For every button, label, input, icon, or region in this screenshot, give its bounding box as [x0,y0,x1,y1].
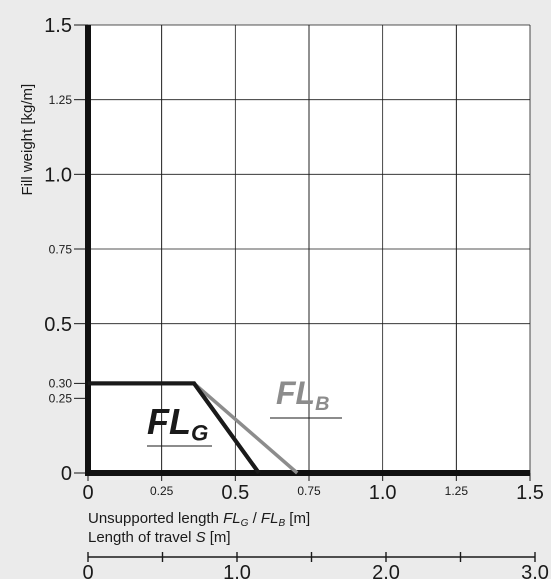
y-tick-label: 1.25 [49,93,73,107]
x-tick-label: 1.5 [516,482,544,504]
y-tick-label: 1.0 [44,165,72,187]
series-label-flg: FLG [147,401,208,445]
x2-tick-label: 0 [82,562,93,579]
x2-axis-title: Length of travel S [m] [88,529,231,546]
x2-tick-label: 3.0 [521,562,549,579]
series-line-flg-top [88,381,261,475]
series-label-flb: FLB [276,375,329,415]
y-tick-label: 0.25 [49,392,73,406]
x-tick-label: 0.25 [150,484,174,498]
x-tick-label: 1.0 [369,482,397,504]
y-axis-title: Fill weight [kg/m] [19,84,36,196]
y-tick-label: 0.5 [44,314,72,336]
x-tick-label: 0 [82,482,93,504]
y-tick-label: 0.75 [49,242,73,256]
x-axis-title: Unsupported length FLG / FLB [m] [88,510,310,529]
y-tick-label: 0.30 [49,377,73,391]
x-tick-label: 0.75 [297,484,321,498]
y-tick-label: 0 [61,463,72,485]
x-tick-label: 0.5 [221,482,249,504]
y-tick-label: 1.5 [44,15,72,37]
x2-tick-label: 2.0 [372,562,400,579]
x2-tick-label: 1.0 [223,562,251,579]
series-line-flb [192,382,299,475]
x-tick-label: 1.25 [445,484,469,498]
